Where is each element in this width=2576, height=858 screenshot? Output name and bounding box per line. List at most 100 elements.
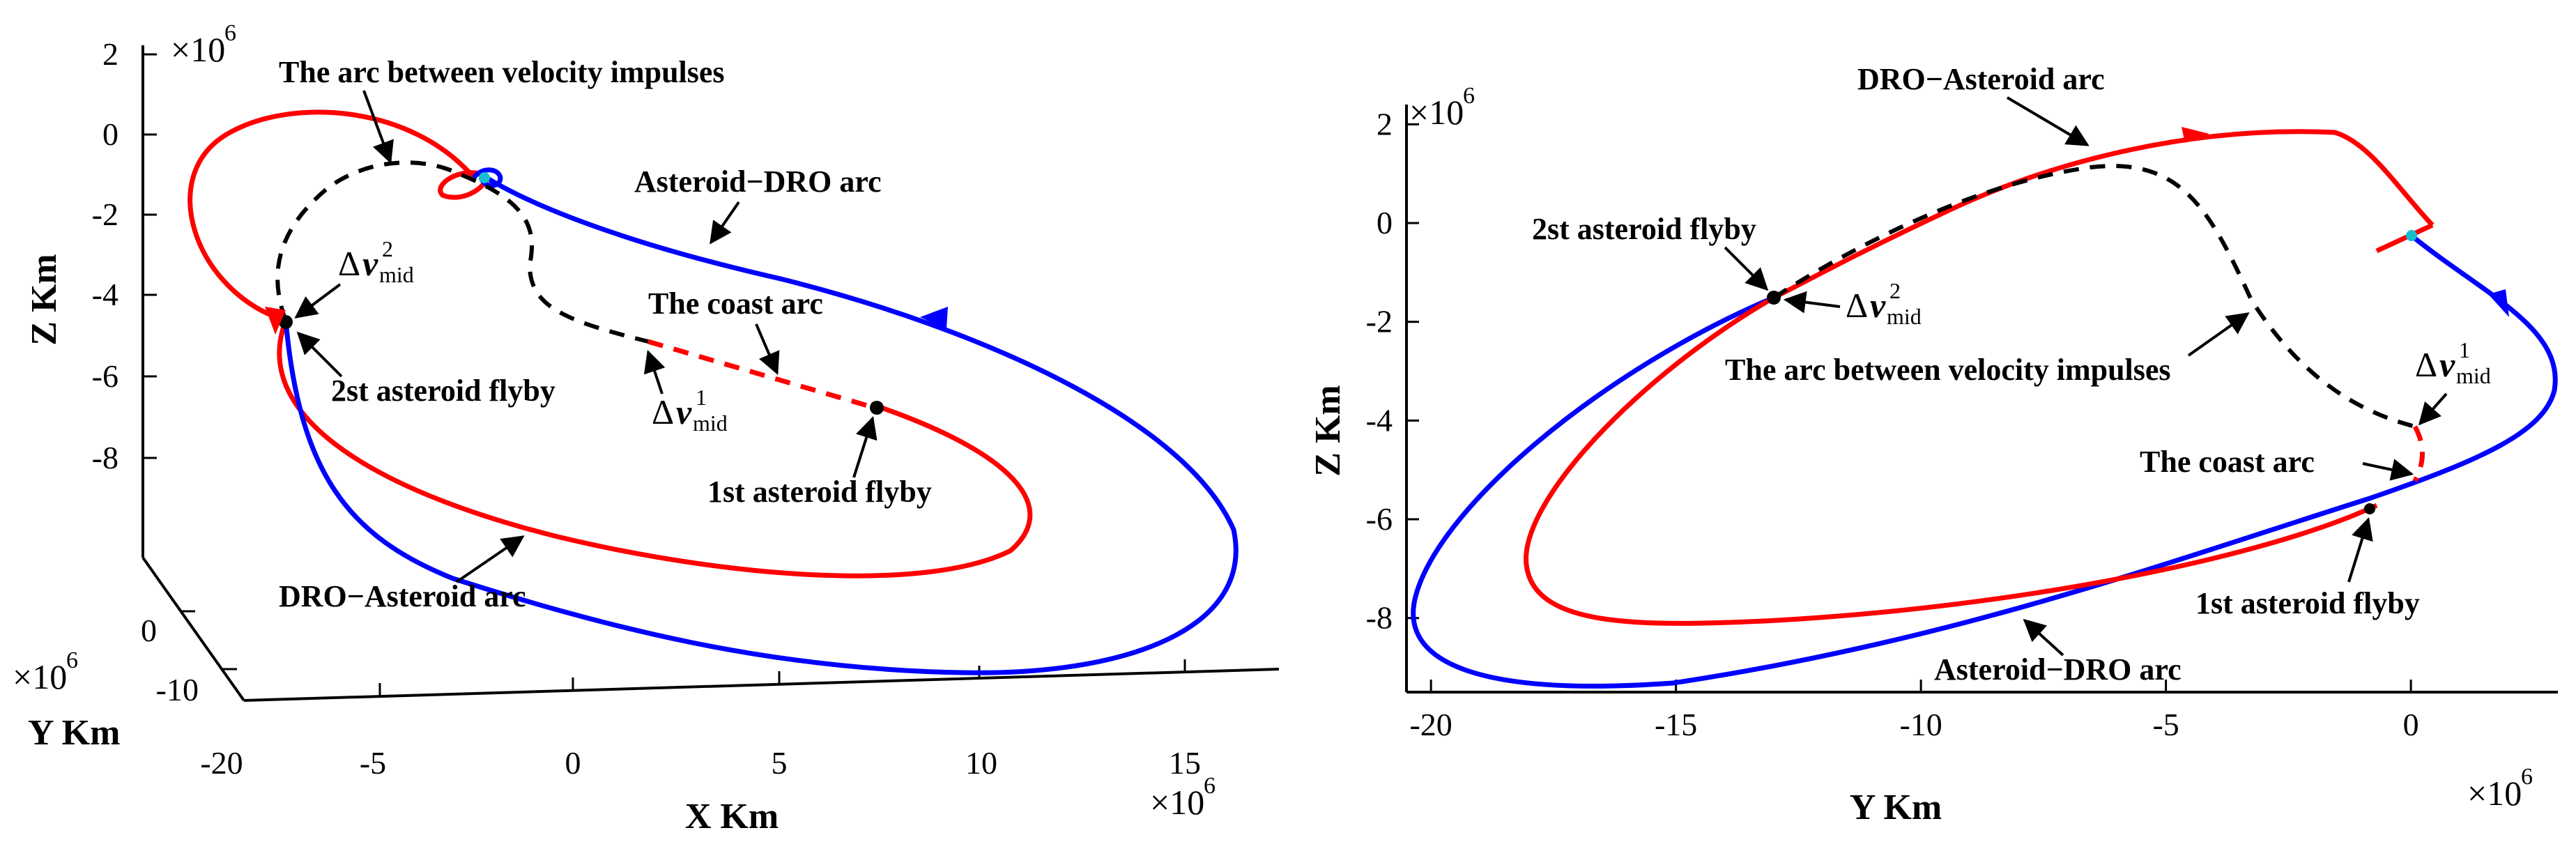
svg-text:1: 1 [2459,337,2470,362]
left-z-ticks: 2 0 -2 -4 -6 -8 [92,36,157,475]
right-annotation-arc-between: The arc between velocity impulses [1725,353,2171,387]
right-y-tick-label: -15 [1655,707,1697,742]
left-x-tick-label: 10 [965,745,997,781]
right-dv2-label: Δ v 2 mid [1846,278,1922,329]
right-annotation-asteroid-dro: Asteroid−DRO arc [1934,652,2182,687]
right-flyby2-marker [1767,291,1781,305]
svg-text:2: 2 [1889,278,1901,303]
svg-text:6: 6 [1463,83,1475,109]
right-annotation-flyby2: 2st asteroid flyby [1532,212,1756,246]
svg-text:×10: ×10 [1409,93,1464,132]
left-annotation-flyby2: 2st asteroid flyby [331,374,555,408]
left-annotation-coast: The coast arc [648,286,823,321]
svg-text:Δ: Δ [2415,345,2437,384]
svg-text:v: v [2439,345,2455,384]
svg-text:v: v [362,244,378,283]
left-x-tick-label: 5 [772,745,788,781]
left-z-tick-label: 0 [102,116,118,152]
svg-text:mid: mid [693,411,728,436]
left-dv2-label: Δ v 2 mid [338,236,414,287]
right-y-ticks: -20 -15 -10 -5 0 [1409,680,2419,742]
left-z-tick-label: -8 [92,440,118,475]
svg-text:mid: mid [1887,304,1922,329]
svg-text:6: 6 [1204,773,1216,799]
left-flyby2-marker [279,315,293,329]
right-y-multiplier: ×10 6 [2467,764,2533,813]
svg-text:Δ: Δ [338,244,360,283]
svg-text:6: 6 [2521,764,2533,790]
svg-text:1: 1 [696,385,707,410]
right-z-axis-label: Z Km [1308,385,1348,476]
svg-text:v: v [676,392,692,431]
left-dro-asteroid-arc [187,109,1033,579]
right-dro-short-segment [2375,222,2434,254]
svg-text:×10: ×10 [171,30,225,69]
left-x-tick-label: 15 [1169,745,1201,781]
left-z-tick-label: -4 [92,277,118,312]
left-blue-direction-arrow [920,307,948,329]
svg-text:2: 2 [382,236,393,261]
left-annotation-flyby1: 1st asteroid flyby [707,475,932,509]
svg-text:Δ: Δ [1846,286,1868,325]
left-flyby1-marker [870,401,884,415]
svg-text:Δ: Δ [652,392,674,431]
svg-text:×10: ×10 [1150,783,1204,822]
right-annotation-flyby1: 1st asteroid flyby [2195,586,2420,620]
right-coast-arc [2412,425,2425,482]
svg-text:mid: mid [2456,363,2491,388]
right-flyby1-marker [2364,503,2375,514]
left-dv1-label: Δ v 1 mid [652,385,728,436]
left-red-direction-arrow [265,307,286,335]
left-y-axis-label: Y Km [28,713,120,753]
right-dro-asteroid-arc [1524,129,2435,626]
right-y-tick-label: -10 [1899,707,1942,742]
left-x-axis-line [243,668,1280,702]
left-y-multiplier: ×10 6 [13,648,78,696]
right-red-direction-arrow [2182,127,2209,143]
right-plot: -20 -15 -10 -5 0 20-2-4-6-8 Z Km Y Km ×10 6 … [1308,62,2558,827]
right-y-tick-label: -20 [1409,707,1452,742]
left-x-axis-label: X Km [685,797,779,836]
right-z-tick-label: -2 [1366,304,1393,339]
right-y-tick-label: 0 [2403,707,2419,742]
left-y-axis-line [141,556,245,702]
left-z-tick-label: -6 [92,358,118,394]
left-asteroid-dro-arc [283,172,1239,675]
left-dro-marker [479,172,490,183]
svg-text:×10: ×10 [2467,774,2522,813]
left-blue-loop [472,167,503,188]
left-annotation-dro-asteroid: DRO−Asteroid arc [279,579,526,613]
left-y-tick-label: -10 [156,672,199,707]
left-annotation-asteroid-dro: Asteroid−DRO arc [634,164,882,199]
svg-text:6: 6 [224,20,236,46]
right-z-ticks: 2 0 -2 -4 -6 -8 [1366,106,1419,636]
left-x-tick-label: -20 [200,745,243,781]
left-y-ticks: 0 -10 [141,610,237,707]
right-y-axis-label: Y Km [1850,788,1942,827]
left-z-tick-label: 2 [102,36,118,72]
right-z-multiplier: ×10 6 [1409,83,1475,132]
right-dv1-label: Δ v 1 mid [2415,337,2491,388]
right-annotation-coast: The coast arc [2140,445,2315,479]
svg-text:6: 6 [66,648,78,673]
left-y-tick-label: 0 [141,613,157,648]
right-dro-marker [2406,230,2417,241]
left-x-multiplier: ×10 6 [1150,773,1216,822]
left-z-axis-label: Z Km [24,254,64,345]
right-y-tick-label: -5 [2152,707,2179,742]
svg-text:mid: mid [379,262,414,287]
left-plot: 2 0 -2 -4 -6 -8 0 -10 -20 -5 0 5 10 15 [13,20,1280,836]
left-x-ticks: -20 -5 0 5 10 15 [200,659,1201,781]
right-asteroid-dro-arc [1411,233,2558,689]
left-z-tick-label: -2 [92,197,118,232]
svg-text:×10: ×10 [13,657,67,696]
right-z-tick-label: -6 [1366,501,1393,537]
svg-text:v: v [1870,286,1886,325]
left-arc-between-impulses [275,160,649,344]
left-x-tick-label: -5 [360,745,386,781]
right-z-tick-label: 2 [1377,106,1393,141]
left-dro-loop [438,170,491,200]
left-z-multiplier: ×10 6 [171,20,236,69]
left-annotation-arc-between: The arc between velocity impulses [279,55,725,89]
